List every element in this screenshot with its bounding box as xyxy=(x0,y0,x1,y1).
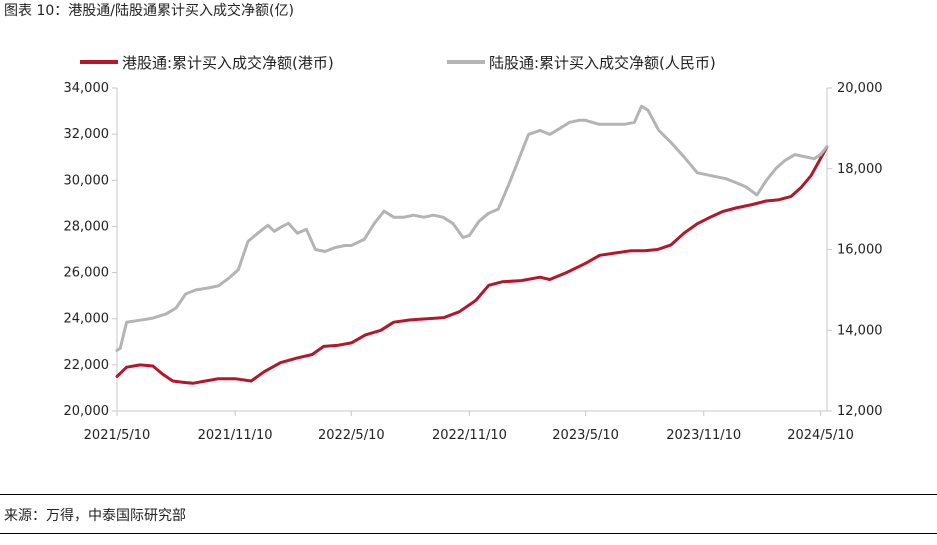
x-tick-label: 2023/5/10 xyxy=(552,428,619,443)
legend-label-1: 港股通:累计买入成交净额(港币) xyxy=(122,54,334,72)
x-tick-label: 2022/11/10 xyxy=(432,428,507,443)
left-tick-label: 26,000 xyxy=(64,266,110,281)
line-chart: 20,000 22,000 24,000 26,000 28,000 30,000 32,0… xyxy=(64,54,883,443)
series-layer xyxy=(115,104,829,385)
series-line-2 xyxy=(115,104,829,352)
x-tick-label: 2023/11/10 xyxy=(666,428,741,443)
left-tick-label: 34,000 xyxy=(64,81,110,96)
x-tick-label: 2021/5/10 xyxy=(84,428,151,443)
right-tick-label: 16,000 xyxy=(837,243,883,258)
right-tick-label: 18,000 xyxy=(837,162,883,177)
source-note: 来源：万得，中泰国际研究部 xyxy=(4,508,186,524)
left-tick-label: 20,000 xyxy=(64,404,110,419)
left-tick-label: 24,000 xyxy=(64,312,110,327)
left-tick-label: 30,000 xyxy=(64,173,110,188)
series-line-1 xyxy=(115,145,829,385)
left-tick-label: 28,000 xyxy=(64,219,110,234)
footer-rule-bottom xyxy=(0,533,937,534)
x-tick-label: 2022/5/10 xyxy=(318,428,385,443)
right-tick-label: 12,000 xyxy=(837,404,883,419)
left-tick-label: 32,000 xyxy=(64,127,110,142)
x-tick-label: 2021/11/10 xyxy=(198,428,273,443)
x-tick-label: 2024/5/10 xyxy=(787,428,854,443)
legend-label-2: 陆股通:累计买入成交净额(人民币) xyxy=(489,54,716,72)
right-tick-label: 14,000 xyxy=(837,323,883,338)
left-tick-label: 22,000 xyxy=(64,358,110,373)
right-tick-label: 20,000 xyxy=(837,81,883,96)
chart-title: 图表 10：港股通/陆股通累计买入成交净额(亿) xyxy=(4,3,294,19)
axes: 20,000 22,000 24,000 26,000 28,000 30,000 32,0… xyxy=(64,81,883,443)
footer-rule-top xyxy=(0,494,937,495)
legend: 港股通:累计买入成交净额(港币) 陆股通:累计买入成交净额(人民币) xyxy=(80,54,716,72)
